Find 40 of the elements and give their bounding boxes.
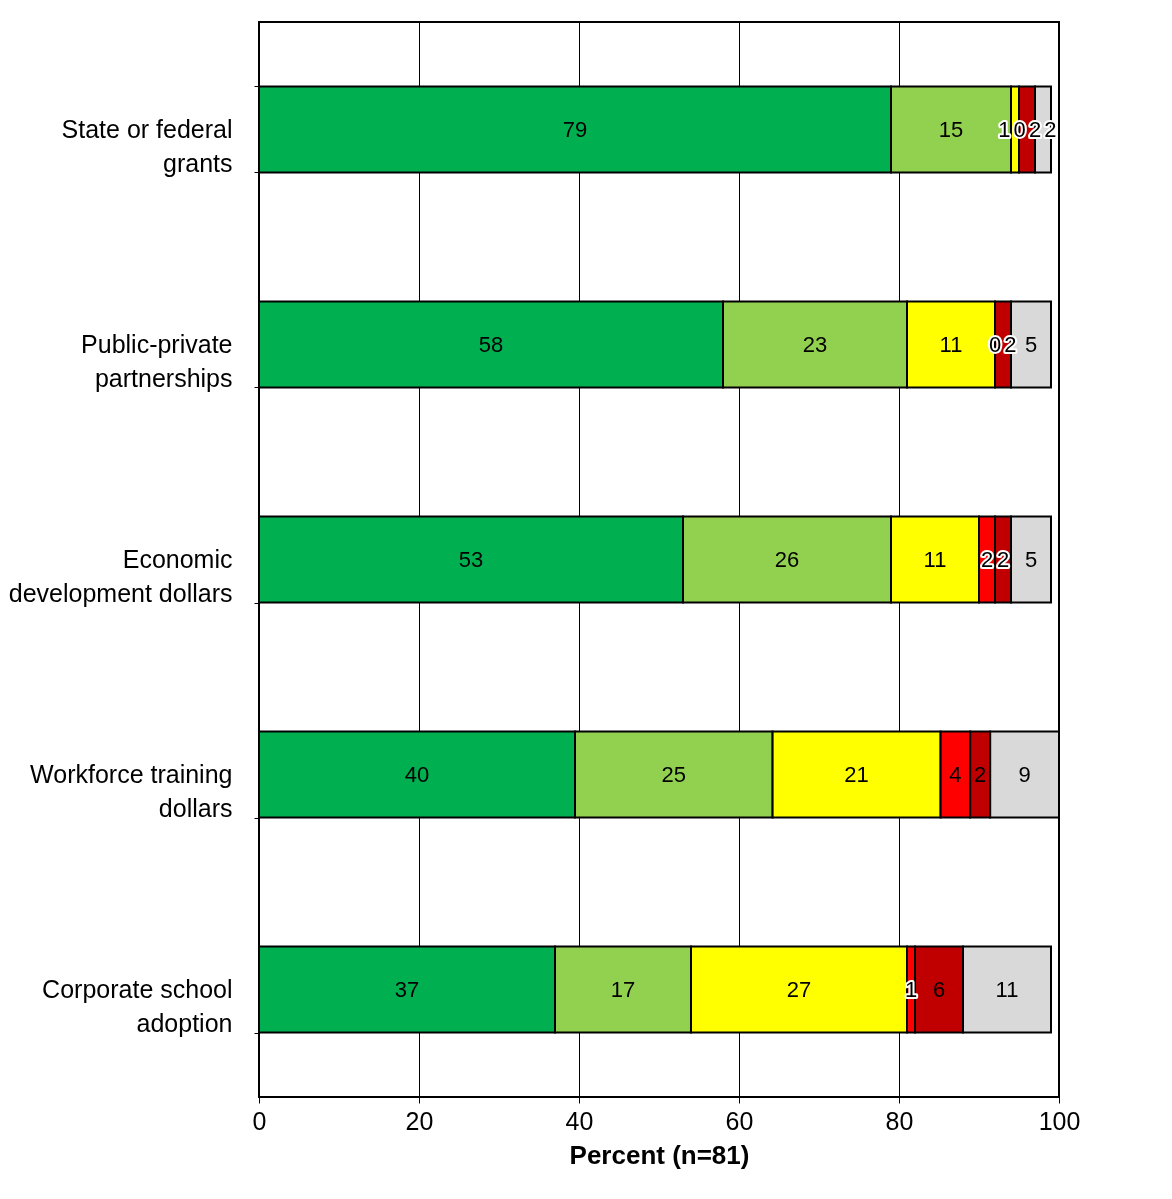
data-label: 27 bbox=[786, 976, 812, 1002]
data-label: 58 bbox=[478, 331, 504, 357]
data-label: 11 bbox=[939, 331, 963, 357]
data-label: 53 bbox=[458, 546, 484, 572]
data-label: 79 bbox=[562, 116, 588, 142]
data-label: 1 bbox=[998, 116, 1011, 142]
data-label: 2 bbox=[1028, 116, 1042, 142]
x-tick-label: 80 bbox=[885, 1106, 914, 1135]
data-label: 2 bbox=[996, 546, 1010, 572]
data-label: 26 bbox=[774, 546, 800, 572]
data-label: 37 bbox=[394, 976, 420, 1002]
x-tick-label: 60 bbox=[725, 1106, 754, 1135]
data-label: 2 bbox=[974, 761, 987, 787]
data-label: 2 bbox=[980, 546, 994, 572]
data-label: 11 bbox=[995, 976, 1019, 1002]
x-tick-label: 20 bbox=[405, 1106, 434, 1135]
x-tick-label: 0 bbox=[252, 1106, 267, 1135]
data-label: 11 bbox=[923, 546, 947, 572]
data-label: 25 bbox=[661, 761, 687, 787]
data-label: 17 bbox=[610, 976, 636, 1002]
y-tick-label: Corporate school adoption bbox=[42, 975, 233, 1037]
data-label: 5 bbox=[1024, 331, 1038, 357]
data-label: 21 bbox=[844, 761, 869, 787]
data-label: 23 bbox=[802, 331, 828, 357]
data-label: 9 bbox=[1018, 761, 1031, 787]
x-tick-label: 40 bbox=[565, 1106, 594, 1135]
data-label: 15 bbox=[938, 116, 964, 142]
data-label: 4 bbox=[949, 761, 962, 787]
data-label: 40 bbox=[404, 761, 430, 787]
data-label: 0 bbox=[1013, 116, 1026, 142]
y-tick-label: State or federal grants bbox=[61, 115, 233, 177]
y-tick-label: Economic development dollars bbox=[8, 545, 233, 607]
x-tick-label: 100 bbox=[1038, 1106, 1081, 1135]
y-tick-label: Workforce training dollars bbox=[30, 760, 233, 822]
x-axis-title: Percent (n=81) bbox=[569, 1139, 750, 1170]
data-label: 5 bbox=[1024, 546, 1038, 572]
data-label: 2 bbox=[1004, 331, 1017, 357]
y-tick-label: Public-private partnerships bbox=[81, 330, 233, 392]
data-label: 0 bbox=[988, 331, 1002, 357]
data-label: 6 bbox=[932, 976, 946, 1002]
